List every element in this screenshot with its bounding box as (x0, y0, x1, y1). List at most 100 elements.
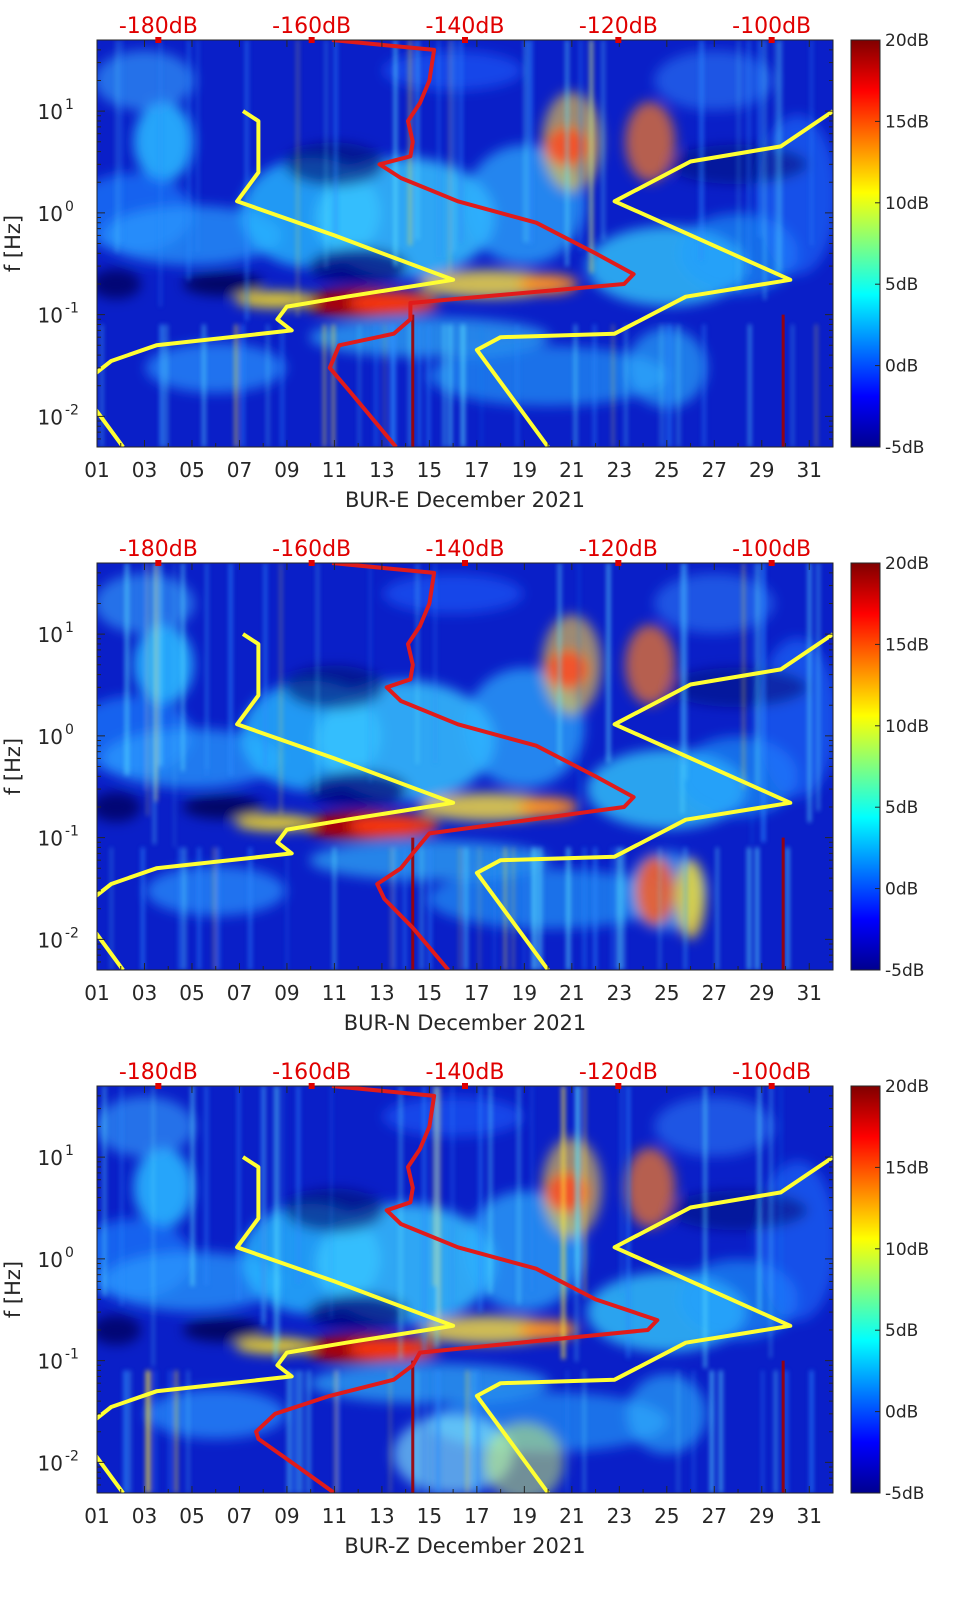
top-db-marker (308, 1083, 315, 1089)
top-db-label: -140dB (426, 14, 505, 39)
top-db-marker (768, 37, 775, 43)
y-tick-label: 10 (38, 405, 63, 429)
x-tick-label: 17 (464, 1504, 489, 1528)
colorbar-label: 10dB (885, 717, 929, 737)
model-line-1 (97, 1155, 456, 1493)
x-tick-label: 03 (132, 981, 157, 1005)
top-db-label: -180dB (119, 537, 198, 562)
x-tick-label: 03 (132, 458, 157, 482)
spectrogram-area (97, 563, 833, 970)
x-tick-label: 31 (797, 1504, 822, 1528)
y-tick-exponent: -2 (65, 402, 79, 418)
x-tick-label: 13 (369, 981, 394, 1005)
top-db-marker (462, 560, 468, 566)
x-tick-label: 01 (84, 458, 109, 482)
x-tick-label: 29 (749, 1504, 774, 1528)
noise-floor-line (254, 1086, 660, 1493)
panel-3: 01 03 05 07 09 11 13 15 17 19 21 23 25 27 29 3110-210-1… (1, 1060, 929, 1558)
colorbar-label: 0dB (885, 1403, 918, 1423)
y-tick-exponent: 0 (65, 1245, 74, 1261)
top-db-marker (462, 1083, 468, 1089)
colorbar-label: -5dB (885, 961, 924, 981)
x-tick-label: 25 (654, 981, 679, 1005)
colorbar-label: 15dB (885, 1158, 929, 1178)
x-tick-label: 07 (227, 1504, 252, 1528)
x-tick-label: 17 (464, 458, 489, 482)
x-tick-label: 01 (84, 981, 109, 1005)
x-tick-label: 07 (227, 458, 252, 482)
spectrogram-area (97, 1086, 833, 1493)
x-tick-label: 29 (749, 458, 774, 482)
y-axis-label: f [Hz] (1, 1261, 25, 1318)
x-tick-label: 05 (179, 1504, 204, 1528)
x-tick-label: 09 (274, 981, 299, 1005)
model-line-2 (474, 632, 833, 970)
y-tick-exponent: -2 (65, 1448, 79, 1464)
top-db-label: -120dB (579, 1060, 658, 1085)
x-tick-label: 11 (322, 458, 347, 482)
spectrogram-streaks (101, 40, 818, 447)
colorbar-label: 15dB (885, 112, 929, 132)
top-db-label: -160dB (272, 14, 351, 39)
x-tick-label: 23 (607, 981, 632, 1005)
y-tick-label: 10 (38, 1146, 63, 1170)
x-tick-label: 09 (274, 458, 299, 482)
x-tick-label: 21 (559, 981, 584, 1005)
colorbar-label: 15dB (885, 635, 929, 655)
colorbar-label: 5dB (885, 1321, 918, 1341)
x-tick-label: 31 (797, 458, 822, 482)
x-tick-label: 05 (179, 981, 204, 1005)
top-db-label: -160dB (272, 1060, 351, 1085)
x-axis-label: BUR-E December 2021 (345, 488, 585, 512)
x-tick-label: 31 (797, 981, 822, 1005)
y-tick-label: 10 (38, 1451, 63, 1475)
colorbar-label: -5dB (885, 438, 924, 458)
x-tick-label: 11 (322, 981, 347, 1005)
y-tick-label: 10 (38, 1350, 63, 1374)
y-tick-label: 10 (38, 202, 63, 226)
colorbar-label: -5dB (885, 1484, 924, 1504)
top-db-marker (615, 560, 622, 566)
colorbar-label: 5dB (885, 275, 918, 295)
x-axis-label: BUR-Z December 2021 (344, 1534, 585, 1558)
x-tick-label: 09 (274, 1504, 299, 1528)
x-tick-label: 01 (84, 1504, 109, 1528)
top-db-marker (768, 1083, 775, 1089)
x-tick-label: 29 (749, 981, 774, 1005)
x-tick-label: 19 (512, 458, 537, 482)
y-tick-label: 10 (38, 1248, 63, 1272)
top-db-label: -160dB (272, 537, 351, 562)
y-axis-label: f [Hz] (1, 738, 25, 795)
colorbar-label: 0dB (885, 880, 918, 900)
top-db-label: -180dB (119, 1060, 198, 1085)
colorbar (850, 1085, 881, 1494)
spectrogram-area (97, 40, 833, 447)
y-tick-exponent: 0 (65, 199, 74, 215)
x-tick-label: 25 (654, 1504, 679, 1528)
top-db-label: -180dB (119, 14, 198, 39)
x-tick-label: 15 (417, 458, 442, 482)
top-db-marker (768, 560, 775, 566)
x-tick-label: 05 (179, 458, 204, 482)
y-tick-label: 10 (38, 928, 63, 952)
x-tick-label: 21 (559, 458, 584, 482)
noise-floor-line (331, 563, 636, 970)
colorbar-label: 10dB (885, 194, 929, 214)
y-tick-exponent: 1 (65, 1143, 74, 1159)
x-tick-label: 03 (132, 1504, 157, 1528)
panel-1: 01 03 05 07 09 11 13 15 17 19 21 23 25 27 29 3110-210-1… (1, 14, 929, 512)
x-tick-label: 27 (702, 458, 727, 482)
model-line-1 (97, 632, 456, 970)
top-db-label: -100dB (732, 14, 811, 39)
y-tick-exponent: -1 (65, 824, 79, 840)
x-tick-label: 23 (607, 458, 632, 482)
x-tick-label: 27 (702, 981, 727, 1005)
colorbar-label: 20dB (885, 554, 929, 574)
x-tick-label: 11 (322, 1504, 347, 1528)
top-db-marker (462, 37, 468, 43)
y-tick-exponent: -1 (65, 1347, 79, 1363)
top-db-marker (155, 560, 162, 566)
top-db-label: -100dB (732, 1060, 811, 1085)
